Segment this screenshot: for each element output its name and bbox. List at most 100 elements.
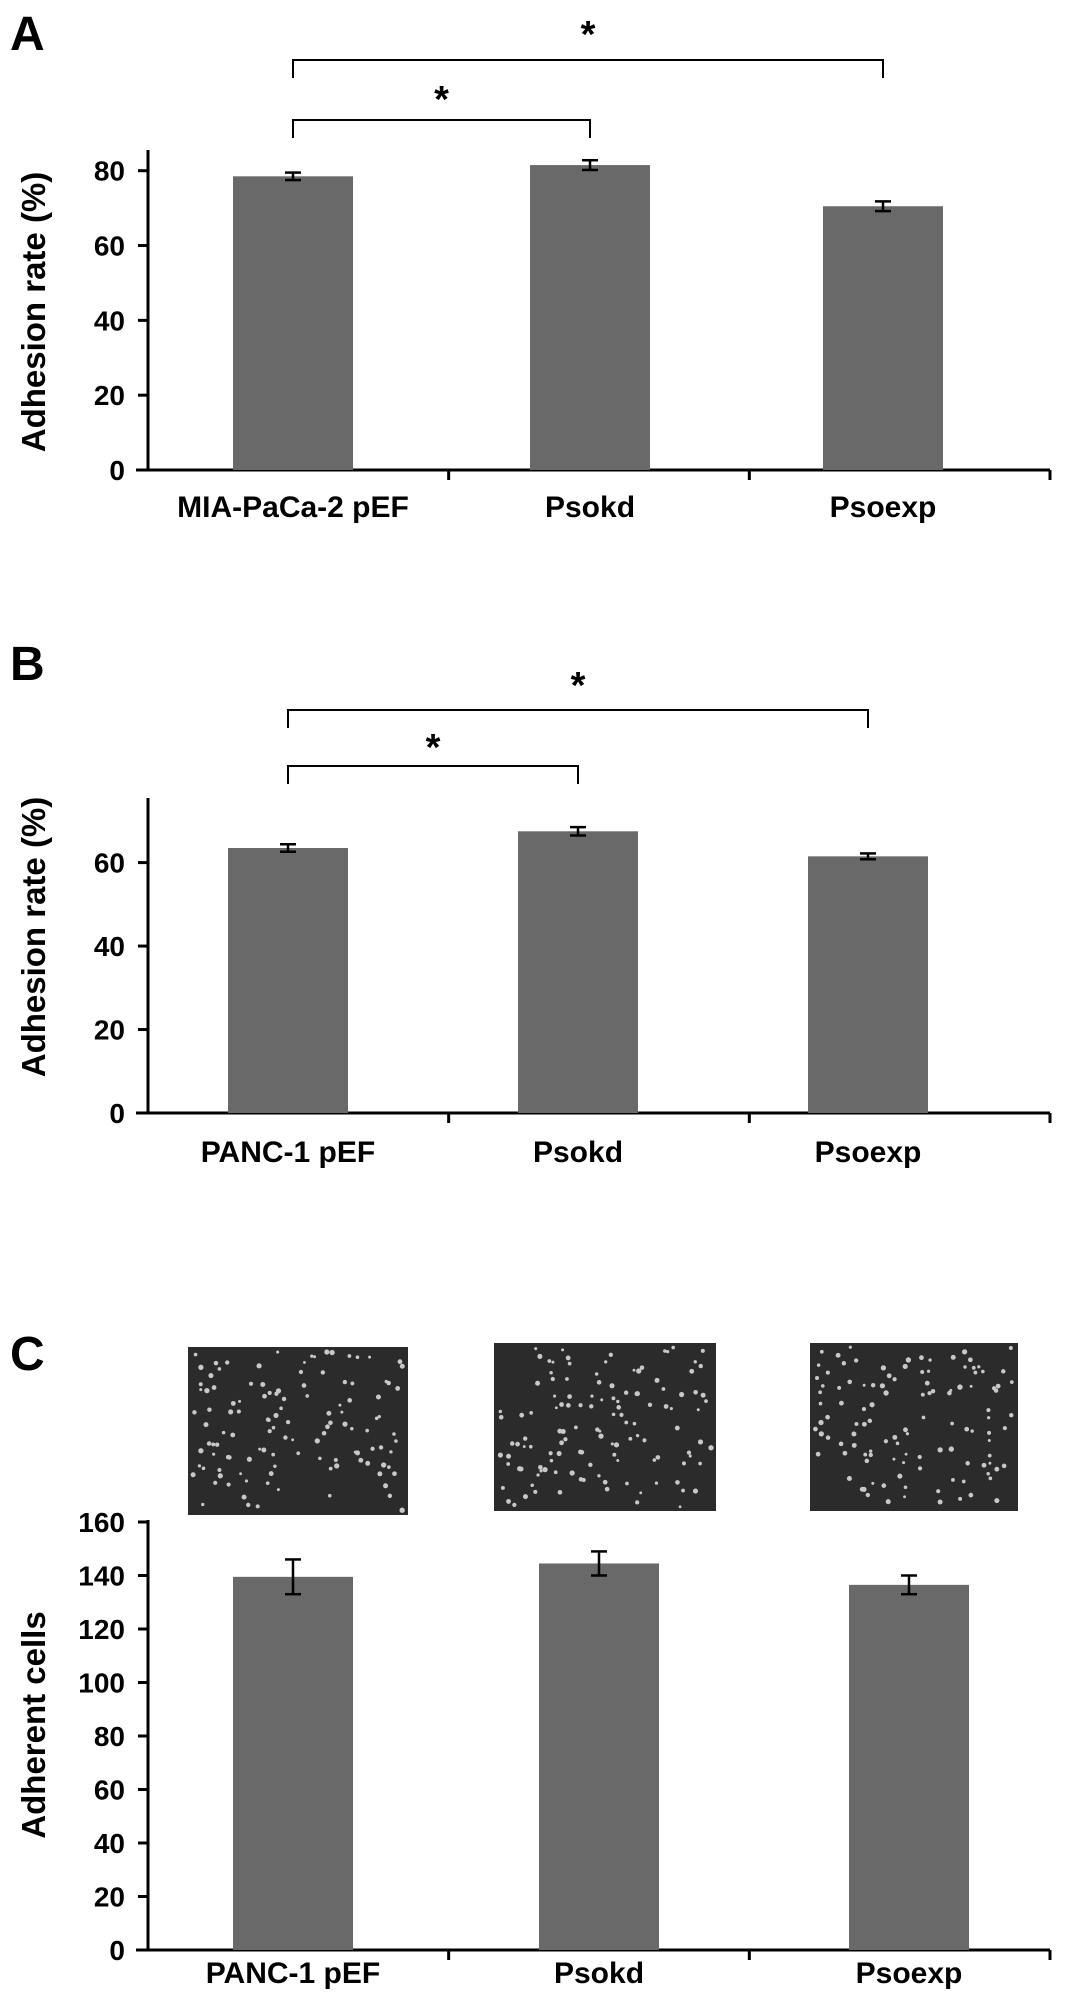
adherent-cell-dot bbox=[377, 1471, 383, 1477]
significance-star: * bbox=[581, 14, 596, 56]
adherent-cell-dot bbox=[904, 1452, 908, 1456]
adherent-cell-dot bbox=[820, 1384, 825, 1388]
adherent-cell-dot bbox=[920, 1392, 925, 1397]
adherent-cell-dot bbox=[704, 1399, 708, 1403]
adherent-cell-dot bbox=[635, 1500, 640, 1505]
adherent-cell-dot bbox=[647, 1402, 653, 1407]
adherent-cell-dot bbox=[936, 1489, 941, 1494]
y-axis-label: Adhesion rate (%) bbox=[15, 172, 52, 453]
adherent-cell-dot bbox=[969, 1384, 973, 1388]
adherent-cell-dot bbox=[201, 1466, 206, 1471]
adherent-cell-dot bbox=[854, 1358, 859, 1363]
adherent-cell-dot bbox=[654, 1481, 659, 1485]
adherent-cell-dot bbox=[612, 1452, 617, 1457]
adherent-cell-dot bbox=[590, 1394, 594, 1398]
adherent-cell-dot bbox=[535, 1380, 541, 1386]
adherent-cell-dot bbox=[283, 1435, 288, 1440]
adherent-cell-dot bbox=[697, 1439, 704, 1445]
adherent-cell-dot bbox=[867, 1418, 873, 1424]
adherent-cell-dot bbox=[394, 1439, 398, 1443]
adherent-cell-dot bbox=[1001, 1369, 1006, 1374]
category-label: PANC-1 pEF bbox=[201, 1136, 375, 1169]
adherent-cell-dot bbox=[506, 1453, 512, 1459]
adherent-cell-dot bbox=[522, 1445, 526, 1448]
adherent-cell-dot bbox=[314, 1438, 320, 1444]
adherent-cell-dot bbox=[865, 1492, 870, 1498]
adherent-cell-dot bbox=[921, 1415, 926, 1420]
adherent-cell-dot bbox=[654, 1377, 660, 1383]
adherent-cell-dot bbox=[837, 1385, 842, 1390]
adherent-cell-dot bbox=[321, 1430, 327, 1436]
adherent-cell-dot bbox=[375, 1394, 381, 1400]
micrograph-field bbox=[494, 1343, 716, 1511]
adherent-cell-dot bbox=[862, 1383, 866, 1387]
category-label: PANC-1 pEF bbox=[206, 1957, 380, 1990]
adherent-cell-dot bbox=[255, 1504, 260, 1509]
adherent-cell-dot bbox=[298, 1369, 304, 1375]
adherent-cell-dot bbox=[392, 1471, 397, 1477]
adherent-cell-dot bbox=[395, 1386, 401, 1391]
adherent-cell-dot bbox=[350, 1427, 354, 1431]
adherent-cell-dot bbox=[988, 1461, 992, 1465]
panel-a: A Adhesion rate (%) 0 20 40 60 80 MIA-PaCa-2 … bbox=[10, 8, 1052, 524]
adherent-cell-dot bbox=[305, 1394, 309, 1398]
adherent-cell-dot bbox=[988, 1476, 993, 1481]
adherent-cell-dot bbox=[841, 1361, 847, 1366]
adherent-cell-dot bbox=[981, 1462, 987, 1468]
adherent-cell-dot bbox=[689, 1368, 695, 1374]
y-tick-label: 80 bbox=[94, 156, 125, 187]
adherent-cell-dot bbox=[217, 1473, 223, 1479]
adherent-cell-dot bbox=[567, 1394, 572, 1399]
category-label: MIA-PaCa-2 pEF bbox=[177, 491, 409, 524]
adherent-cell-dot bbox=[663, 1349, 667, 1353]
adherent-cell-dot bbox=[276, 1350, 280, 1354]
adherent-cell-dot bbox=[350, 1381, 355, 1386]
adherent-cell-dot bbox=[204, 1387, 210, 1394]
adherent-cell-dot bbox=[847, 1379, 853, 1385]
micrograph-field bbox=[810, 1343, 1018, 1511]
adherent-cell-dot bbox=[839, 1400, 844, 1406]
adherent-cell-dot bbox=[542, 1466, 548, 1473]
y-tick-label: 40 bbox=[94, 1828, 125, 1859]
adherent-cell-dot bbox=[301, 1383, 307, 1388]
adherent-cell-dot bbox=[813, 1426, 818, 1432]
adherent-cell-dot bbox=[266, 1418, 271, 1422]
category-label: Psoexp bbox=[856, 1957, 963, 1990]
adherent-cell-dot bbox=[246, 1456, 252, 1462]
adherent-cell-dot bbox=[861, 1421, 867, 1427]
adherent-cell-dot bbox=[987, 1430, 992, 1435]
adherent-cell-dot bbox=[987, 1416, 991, 1420]
adherent-cell-dot bbox=[863, 1452, 868, 1457]
adherent-cell-dot bbox=[937, 1447, 943, 1453]
adherent-cell-dot bbox=[892, 1377, 897, 1382]
adherent-cell-dot bbox=[881, 1483, 887, 1488]
adherent-cell-dot bbox=[515, 1441, 520, 1447]
y-tick-label: 140 bbox=[78, 1561, 125, 1592]
adherent-cell-dot bbox=[693, 1389, 698, 1395]
adherent-cell-dot bbox=[190, 1472, 196, 1478]
adherent-cell-dot bbox=[239, 1472, 243, 1476]
adherent-cell-dot bbox=[611, 1412, 616, 1417]
adherent-cell-dot bbox=[987, 1453, 992, 1458]
adherent-cell-dot bbox=[871, 1481, 875, 1485]
adherent-cell-dot bbox=[563, 1437, 568, 1442]
adherent-cell-dot bbox=[623, 1390, 629, 1395]
adherent-cell-dot bbox=[970, 1429, 974, 1433]
category-label: Psokd bbox=[545, 491, 635, 524]
adherent-cell-dot bbox=[256, 1363, 262, 1369]
adherent-cell-dot bbox=[201, 1502, 205, 1507]
adherent-cell-dot bbox=[310, 1354, 314, 1358]
adherent-cell-dot bbox=[674, 1425, 680, 1431]
adherent-cell-dot bbox=[926, 1369, 931, 1373]
adherent-cell-dot bbox=[902, 1461, 906, 1465]
adherent-cell-dot bbox=[328, 1466, 333, 1471]
adherent-cell-dot bbox=[949, 1388, 953, 1392]
adherent-cell-dot bbox=[616, 1458, 620, 1462]
adherent-cell-dot bbox=[604, 1360, 608, 1364]
adherent-cell-dot bbox=[274, 1391, 279, 1396]
adherent-cell-dot bbox=[819, 1349, 824, 1354]
adherent-cell-dot bbox=[258, 1447, 262, 1451]
adherent-cell-dot bbox=[846, 1475, 852, 1481]
adherent-cell-dot bbox=[567, 1361, 572, 1366]
adherent-cell-dot bbox=[370, 1446, 375, 1451]
